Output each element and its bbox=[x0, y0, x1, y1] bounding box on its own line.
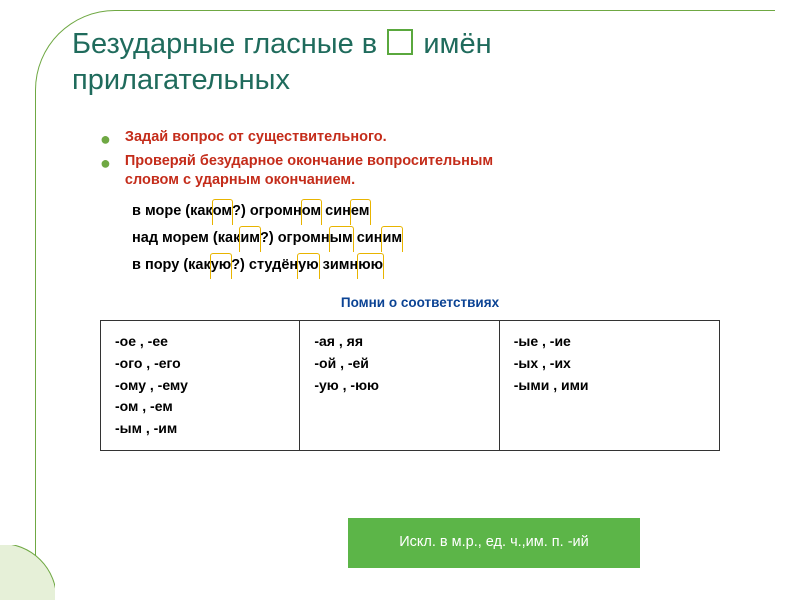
cell: -ая , яя bbox=[314, 331, 484, 353]
bullet-icon: ● bbox=[100, 129, 111, 150]
examples: в море (каком?) огромном синем над морем… bbox=[132, 200, 740, 278]
exception-box: Искл. в м.р., ед. ч.,им. п. -ий bbox=[348, 518, 640, 568]
ending-highlight: юю bbox=[358, 254, 383, 277]
slide-title: Безударные гласные в имён прилагательных bbox=[72, 26, 752, 99]
cell: -ое , -ее bbox=[115, 331, 285, 353]
content-area: ● Задай вопрос от существительного. ● Пр… bbox=[100, 128, 740, 451]
bullet-list: ● Задай вопрос от существительного. ● Пр… bbox=[100, 128, 740, 190]
title-blank-box bbox=[387, 29, 413, 55]
example-1: в море (каком?) огромном синем bbox=[132, 200, 740, 223]
bullet-1-text: Задай вопрос от существительного. bbox=[125, 128, 387, 147]
subheading: Помни о соответствиях bbox=[100, 295, 740, 310]
title-part1: Безударные гласные в bbox=[72, 28, 377, 60]
corner-decoration bbox=[0, 545, 55, 600]
cell: -ым , -им bbox=[115, 418, 285, 440]
table-col-1: -ое , -ее -ого , -его -ому , -ему -ом , … bbox=[101, 321, 300, 449]
cell: -ыми , ими bbox=[514, 375, 705, 397]
table-col-2: -ая , яя -ой , -ей -ую , -юю bbox=[300, 321, 499, 449]
ending-highlight: ом bbox=[302, 200, 321, 223]
cell: -ого , -его bbox=[115, 353, 285, 375]
cell: -ом , -ем bbox=[115, 396, 285, 418]
ending-highlight: ом bbox=[213, 200, 232, 223]
ending-highlight: ем bbox=[351, 200, 370, 223]
title-part3: прилагательных bbox=[72, 64, 290, 96]
ending-highlight: ым bbox=[330, 227, 353, 250]
cell: -ых , -их bbox=[514, 353, 705, 375]
ending-highlight: им bbox=[382, 227, 402, 250]
example-2: над морем (каким?) огромным синим bbox=[132, 227, 740, 250]
bullet-2-text: Проверяй безударное окончание вопросител… bbox=[125, 152, 493, 190]
table-col-3: -ые , -ие -ых , -их -ыми , ими bbox=[500, 321, 719, 449]
example-3: в пору (какую?) студёную зимнюю bbox=[132, 254, 740, 277]
cell: -ому , -ему bbox=[115, 375, 285, 397]
title-part2: имён bbox=[423, 28, 491, 60]
bullet-2: ● Проверяй безударное окончание вопросит… bbox=[100, 152, 740, 190]
bullet-icon: ● bbox=[100, 153, 111, 174]
bullet-1: ● Задай вопрос от существительного. bbox=[100, 128, 740, 150]
ending-highlight: ую bbox=[298, 254, 318, 277]
cell: -ые , -ие bbox=[514, 331, 705, 353]
ending-highlight: ую bbox=[211, 254, 231, 277]
cell: -ую , -юю bbox=[314, 375, 484, 397]
ending-highlight: им bbox=[240, 227, 260, 250]
cell: -ой , -ей bbox=[314, 353, 484, 375]
endings-table: -ое , -ее -ого , -его -ому , -ему -ом , … bbox=[100, 320, 720, 450]
